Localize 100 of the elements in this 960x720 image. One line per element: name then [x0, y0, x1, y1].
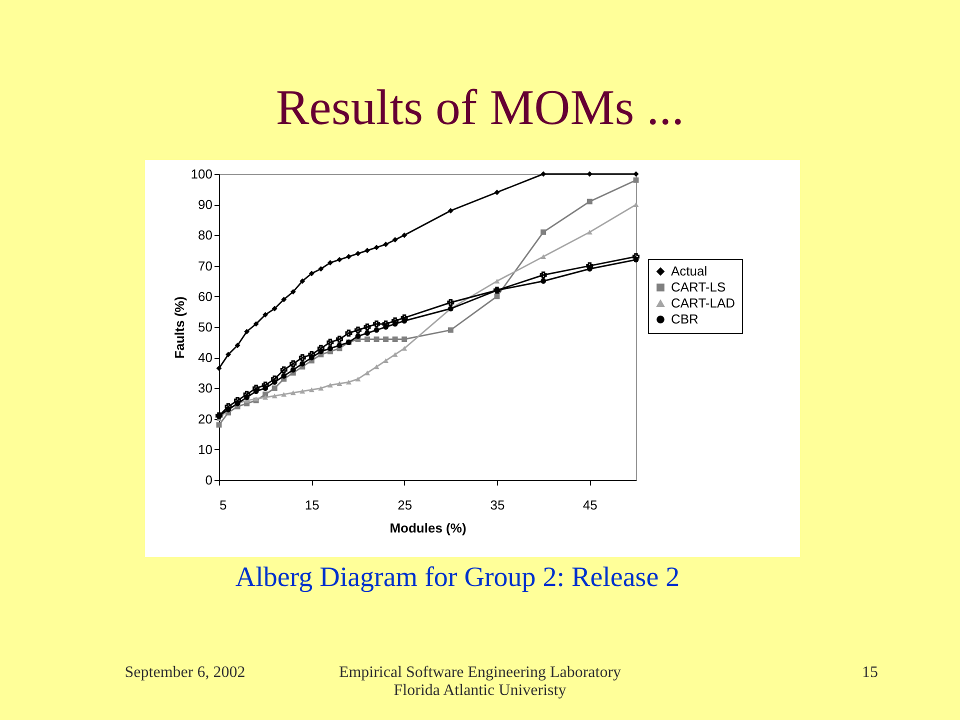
point: [364, 248, 370, 254]
point: [308, 354, 314, 360]
y-tick-label: 0: [205, 472, 212, 488]
point: [355, 333, 361, 339]
point: [234, 342, 240, 348]
point: [374, 327, 380, 333]
point: [383, 324, 389, 330]
y-axis-title: Faults (%): [172, 296, 187, 359]
point: [253, 388, 259, 394]
point: [392, 321, 398, 327]
y-tick-label: 80: [198, 228, 212, 243]
point: [402, 232, 408, 238]
point: [262, 385, 268, 391]
point: [318, 386, 324, 391]
point: [447, 299, 454, 306]
point: [290, 360, 297, 368]
point: [540, 271, 547, 278]
point: [354, 326, 362, 334]
point: [374, 336, 380, 342]
y-tick-label: 30: [198, 380, 212, 396]
legend-label: CART-LAD: [671, 296, 736, 310]
y-tick-label: 60: [198, 288, 212, 304]
point: [281, 373, 287, 379]
point: [336, 381, 342, 386]
point: [633, 171, 639, 177]
point: [448, 327, 454, 333]
point: [327, 346, 333, 352]
point: [586, 230, 592, 235]
point: [308, 387, 314, 392]
point: [253, 321, 259, 327]
point: [494, 278, 500, 284]
text: 15: [861, 664, 879, 682]
y-tick-label: 10: [198, 442, 212, 457]
text: September 6, 2002: [124, 664, 246, 682]
x-tick-label: 45: [582, 498, 598, 512]
text: Alberg Diagram for Group 2: Release 2: [234, 562, 681, 594]
x-tick-label: 25: [398, 498, 412, 512]
point: [290, 289, 296, 295]
point: [364, 336, 370, 342]
point: [272, 379, 278, 385]
point: [281, 296, 287, 302]
point: [345, 330, 352, 337]
point: [262, 312, 268, 318]
point: [392, 352, 398, 357]
point: [216, 422, 222, 428]
point: [327, 382, 333, 388]
point: [280, 366, 288, 374]
point: [326, 338, 334, 346]
point: [300, 278, 306, 284]
legend-label: CART-LS: [671, 280, 726, 294]
point: [272, 306, 278, 312]
point: [392, 336, 398, 342]
y-tick-label: 100: [190, 166, 212, 182]
point: [290, 367, 296, 373]
point: [300, 388, 306, 394]
point: [383, 242, 389, 248]
point: [402, 346, 408, 351]
text: Empirical Software Engineering Laboratory Florida Atlantic Univeristy: [338, 664, 622, 700]
point: [402, 336, 408, 342]
point: [327, 260, 333, 266]
point: [586, 266, 592, 272]
point: [244, 394, 250, 400]
y-tick-label: 20: [198, 411, 212, 426]
point: [383, 336, 389, 342]
x-tick-label: 35: [490, 498, 505, 512]
point: [298, 354, 306, 362]
y-tick-label: 70: [198, 258, 212, 274]
legend-label: Actual: [671, 264, 708, 278]
point: [374, 244, 380, 250]
point: [383, 358, 389, 364]
point: [244, 328, 250, 334]
legend-label: CBR: [671, 312, 698, 326]
y-tick-label: 90: [198, 197, 212, 212]
point: [633, 202, 639, 207]
point: [540, 254, 546, 259]
x-tick-label: 15: [304, 498, 320, 512]
point: [633, 256, 639, 262]
chart-title: Results of MOMs ...: [274, 78, 686, 136]
point: [281, 392, 287, 397]
point: [318, 348, 324, 354]
point: [540, 278, 546, 284]
point: [262, 395, 268, 400]
point: [494, 190, 500, 196]
point: [346, 380, 352, 384]
point: [336, 342, 342, 348]
point: [448, 208, 454, 214]
point: [272, 385, 278, 391]
point: [540, 229, 546, 235]
point: [374, 364, 380, 370]
point: [272, 393, 278, 398]
point: [336, 336, 343, 343]
y-tick-label: 40: [198, 350, 212, 366]
point: [586, 198, 592, 204]
point: [373, 320, 380, 328]
point: [402, 318, 408, 324]
point: [290, 390, 296, 396]
point: [633, 177, 639, 183]
y-tick-label: 50: [198, 320, 212, 334]
point: [355, 250, 361, 256]
point: [300, 360, 306, 366]
